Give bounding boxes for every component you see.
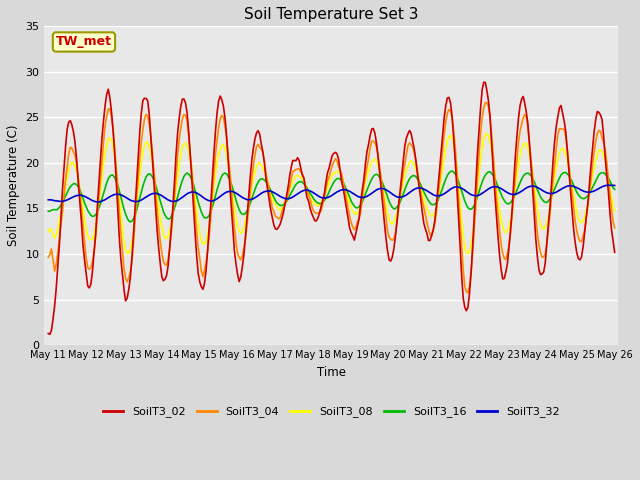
SoilT3_02 bbox=[294, 155, 301, 161]
SoilT3_16 bbox=[114, 182, 122, 188]
SoilT3_04 bbox=[242, 236, 250, 241]
SoilT3_04 bbox=[44, 254, 52, 260]
Line: SoilT3_04: SoilT3_04 bbox=[48, 103, 614, 293]
SoilT3_16 bbox=[243, 208, 251, 214]
SoilT3_04 bbox=[582, 216, 590, 221]
SoilT3_04 bbox=[464, 290, 472, 296]
SoilT3_16 bbox=[611, 187, 618, 192]
Title: Soil Temperature Set 3: Soil Temperature Set 3 bbox=[244, 7, 419, 22]
Line: SoilT3_02: SoilT3_02 bbox=[48, 82, 614, 335]
Text: TW_met: TW_met bbox=[56, 36, 112, 48]
SoilT3_08 bbox=[213, 160, 221, 166]
SoilT3_04 bbox=[213, 137, 221, 143]
SoilT3_32 bbox=[243, 197, 251, 203]
SoilT3_02 bbox=[582, 214, 590, 220]
SoilT3_08 bbox=[464, 251, 472, 257]
SoilT3_08 bbox=[44, 229, 52, 235]
SoilT3_04 bbox=[611, 225, 618, 231]
SoilT3_32 bbox=[115, 192, 123, 197]
SoilT3_16 bbox=[215, 181, 223, 187]
SoilT3_32 bbox=[606, 182, 614, 188]
Line: SoilT3_16: SoilT3_16 bbox=[48, 171, 614, 222]
SoilT3_02 bbox=[115, 234, 123, 240]
SoilT3_08 bbox=[242, 218, 250, 224]
SoilT3_08 bbox=[232, 215, 240, 220]
SoilT3_16 bbox=[234, 203, 241, 208]
SoilT3_32 bbox=[294, 191, 301, 197]
SoilT3_02 bbox=[46, 332, 54, 337]
SoilT3_02 bbox=[215, 98, 223, 104]
SoilT3_16 bbox=[127, 219, 134, 225]
SoilT3_32 bbox=[44, 197, 52, 203]
SoilT3_16 bbox=[294, 180, 301, 186]
SoilT3_02 bbox=[480, 79, 488, 85]
SoilT3_32 bbox=[581, 189, 589, 194]
SoilT3_16 bbox=[44, 208, 52, 214]
SoilT3_32 bbox=[93, 199, 101, 205]
SoilT3_32 bbox=[611, 182, 618, 188]
SoilT3_08 bbox=[114, 179, 122, 185]
SoilT3_04 bbox=[481, 100, 489, 106]
SoilT3_08 bbox=[611, 208, 618, 214]
Legend: SoilT3_02, SoilT3_04, SoilT3_08, SoilT3_16, SoilT3_32: SoilT3_02, SoilT3_04, SoilT3_08, SoilT3_… bbox=[99, 402, 564, 422]
SoilT3_04 bbox=[292, 167, 300, 172]
SoilT3_02 bbox=[243, 214, 251, 219]
SoilT3_08 bbox=[582, 207, 590, 213]
SoilT3_32 bbox=[215, 195, 223, 201]
SoilT3_08 bbox=[483, 131, 491, 136]
X-axis label: Time: Time bbox=[317, 366, 346, 379]
Y-axis label: Soil Temperature (C): Soil Temperature (C) bbox=[7, 125, 20, 246]
SoilT3_04 bbox=[114, 183, 122, 189]
SoilT3_02 bbox=[611, 250, 618, 255]
SoilT3_02 bbox=[44, 331, 52, 336]
SoilT3_16 bbox=[582, 194, 590, 200]
SoilT3_08 bbox=[292, 173, 300, 179]
SoilT3_32 bbox=[234, 192, 241, 197]
SoilT3_02 bbox=[234, 272, 241, 277]
SoilT3_04 bbox=[232, 240, 240, 246]
SoilT3_16 bbox=[449, 168, 456, 174]
Line: SoilT3_32: SoilT3_32 bbox=[48, 185, 614, 202]
Line: SoilT3_08: SoilT3_08 bbox=[48, 133, 614, 254]
